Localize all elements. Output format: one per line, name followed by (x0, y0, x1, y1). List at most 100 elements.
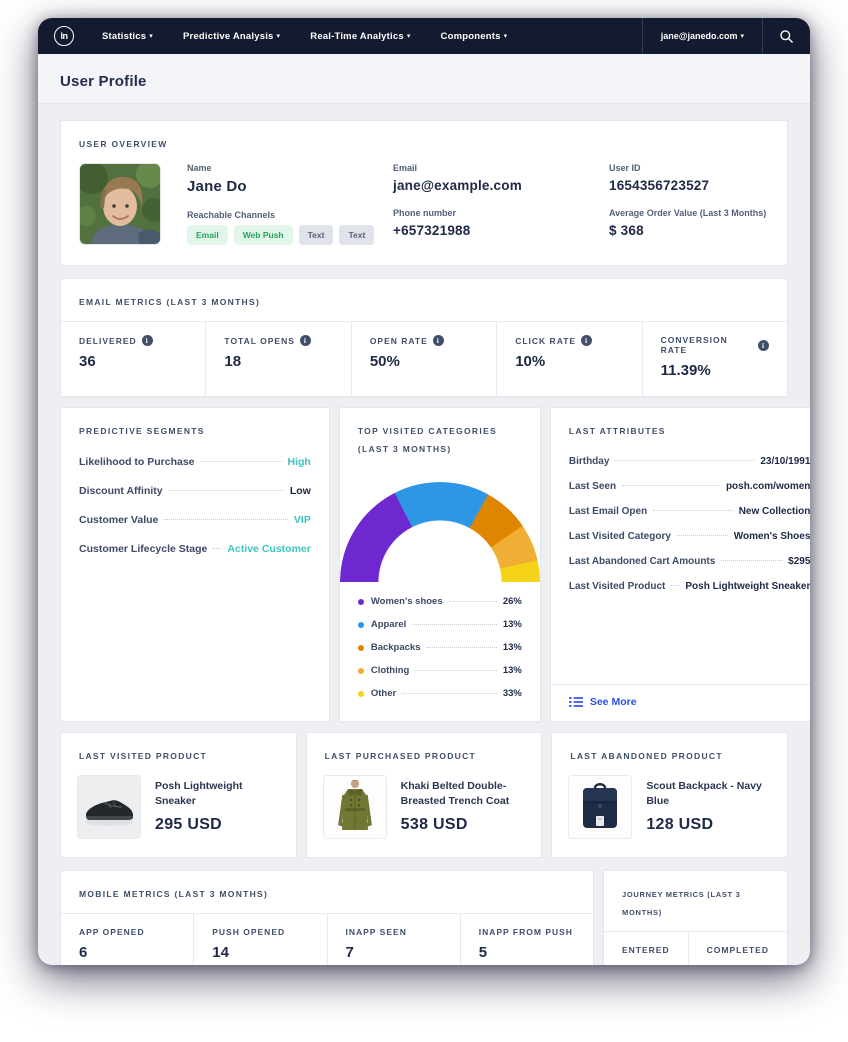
legend-row: Apparel 13% (357, 619, 522, 630)
avatar-image (80, 164, 160, 244)
legend-row: Other 33% (357, 688, 522, 699)
attribute-value: posh.com/women (725, 481, 810, 492)
product-name: Posh Lightweight Sneaker (155, 780, 243, 808)
segment-label: Likelihood to Purchase (79, 456, 195, 468)
menu-label: Real-Time Analytics (310, 30, 404, 42)
product-card-header: LAST ABANDONED PRODUCT (552, 733, 787, 773)
stat-value: 11.39% (660, 362, 711, 379)
category-legend: Women's shoes 26% Apparel 13% Backpacks 13%… (340, 596, 540, 721)
attribute-row: Last Abandoned Cart Amounts $295 (569, 556, 810, 567)
stat-label: APP OPENED (79, 927, 145, 937)
attribute-value: 23/10/1991 (760, 456, 810, 467)
stat-label: INAPP FROM PUSH (478, 927, 573, 937)
legend-value: 13% (502, 619, 522, 630)
dotted-leader (653, 510, 733, 511)
menu-item-predictive-analysis[interactable]: Predictive Analysis ▾ (183, 31, 280, 42)
attribute-row: Last Visited Product Posh Lightweight Sne… (569, 581, 810, 592)
name-field: Name Jane Do (187, 163, 367, 195)
field-label: Reachable Channels (187, 210, 276, 220)
segment-value: Low (289, 485, 311, 497)
stat-value: 36 (79, 353, 96, 370)
menu-item-real-time-analytics[interactable]: Real-Time Analytics ▾ (310, 31, 410, 42)
channels-field: Reachable Channels Email Web Push Text T… (187, 210, 375, 245)
dotted-leader (415, 670, 497, 671)
attribute-row: Last Visited Category Women's Shoes (569, 531, 810, 542)
segment-row: Likelihood to Purchase High (79, 456, 311, 468)
app-window: In Statistics ▾ Predictive Analysis ▾ Real… (38, 18, 810, 965)
info-icon[interactable]: i (758, 339, 770, 351)
predictive-segments-rows: Likelihood to Purchase High Discount Affi… (61, 448, 329, 572)
legend-dot (357, 644, 364, 651)
product-name: Khaki Belted Double-Breasted Trench Coat (400, 780, 510, 808)
journey-metrics-card: JOURNEY METRICS (LAST 3 MONTHS) ENTERED … (603, 870, 788, 965)
product-card-header: LAST VISITED PRODUCT (61, 733, 296, 773)
info-icon[interactable]: i (432, 335, 444, 346)
channel-chips: Email Web Push Text Text (187, 225, 375, 245)
email-field: Email jane@example.com (393, 163, 583, 193)
info-icon[interactable]: i (299, 335, 311, 346)
top-categories-header: TOP VISITED CATEGORIES (LAST 3 MONTHS) (340, 408, 540, 466)
dotted-leader (622, 485, 720, 486)
product-price: 295 USD (155, 816, 223, 834)
overview-column-name: Name Jane Do Reachable Channels Email We… (187, 163, 375, 245)
see-more-link[interactable]: See More (550, 684, 810, 721)
stat-label: CONVERSION RATE (660, 335, 728, 355)
segment-value: High (287, 456, 311, 468)
search-button[interactable] (762, 18, 810, 54)
user-avatar (79, 163, 161, 245)
dotted-leader (448, 601, 497, 602)
section-title: MOBILE METRICS (LAST 3 MONTHS) (79, 889, 269, 899)
stat-value: 5 (707, 962, 769, 965)
stat-entered: ENTERED 7 (604, 932, 689, 965)
backpack-image (569, 776, 632, 838)
section-title: LAST ATTRIBUTES (568, 426, 666, 436)
stat-label: INAPP SEEN (345, 927, 407, 937)
section-title: JOURNEY METRICS (LAST 3 MONTHS) (622, 890, 741, 917)
email-metrics-card: EMAIL METRICS (LAST 3 MONTHS) DELIVERED i… (60, 278, 788, 397)
product-name: Scout Backpack - Navy Blue (646, 780, 762, 808)
menu-label: Predictive Analysis (182, 30, 274, 42)
average-order-value: $ 368 (609, 223, 644, 238)
channel-chip-text: Text (339, 225, 375, 245)
see-more-label: See More (589, 696, 637, 708)
info-icon[interactable]: i (581, 335, 593, 346)
overview-column-id: User ID 1654356723527 Average Order Valu… (609, 163, 769, 245)
dotted-leader (164, 519, 288, 520)
top-categories-card: TOP VISITED CATEGORIES (LAST 3 MONTHS) W… (338, 407, 541, 722)
account-email: jane@janedo.com (660, 31, 738, 41)
stat-open-rate: OPEN RATE i 50% (352, 322, 498, 396)
brand-logo[interactable]: In (54, 26, 74, 46)
menu-item-components[interactable]: Components ▾ (441, 31, 508, 42)
account-dropdown[interactable]: jane@janedo.com ▾ (641, 18, 762, 54)
stat-label: TOTAL OPENS (224, 335, 295, 346)
caret-down-icon: ▾ (406, 32, 411, 40)
stat-label: OPEN RATE (369, 335, 428, 346)
attribute-value: New Collection (738, 506, 810, 517)
product-body: Khaki Belted Double-Breasted Trench Coat… (307, 773, 542, 857)
phone-field: Phone number +657321988 (393, 208, 583, 238)
user-name: Jane Do (187, 178, 247, 195)
stat-label: DELIVERED (79, 335, 137, 346)
menu-label: Statistics (102, 30, 147, 42)
user-id: 1654356723527 (609, 178, 710, 193)
stat-value: 18 (224, 353, 242, 370)
attribute-row: Last Seen posh.com/women (569, 481, 810, 492)
channel-chip-text: Text (298, 225, 334, 245)
user-phone: +657321988 (393, 223, 471, 238)
section-title: LAST PURCHASED PRODUCT (324, 751, 477, 761)
journey-metrics-stats: ENTERED 7 COMPLETED 5 (604, 932, 787, 965)
user-id-field: User ID 1654356723527 (609, 163, 769, 193)
product-info: Posh Lightweight Sneaker 295 USD (155, 775, 280, 834)
menu-item-statistics[interactable]: Statistics ▾ (102, 31, 153, 42)
aov-field: Average Order Value (Last 3 Months) $ 36… (609, 208, 769, 238)
dotted-leader (412, 624, 497, 625)
last-visited-product-card: LAST VISITED PRODUCT (60, 732, 297, 858)
stat-total-opens: TOTAL OPENS i 18 (206, 322, 352, 396)
info-icon[interactable]: i (141, 335, 153, 346)
email-metrics-stats: DELIVERED i 36 TOTAL OPENS i 18 OPEN RATE i… (61, 322, 787, 396)
mobile-metrics-card: MOBILE METRICS (LAST 3 MONTHS) APP OPENE… (60, 870, 594, 965)
caret-down-icon: ▾ (740, 33, 744, 40)
navbar-right: jane@janedo.com ▾ (641, 18, 810, 54)
segment-row: Customer Lifecycle Stage Active Customer (79, 543, 311, 555)
stat-app-opened: APP OPENED 6 (61, 914, 195, 965)
